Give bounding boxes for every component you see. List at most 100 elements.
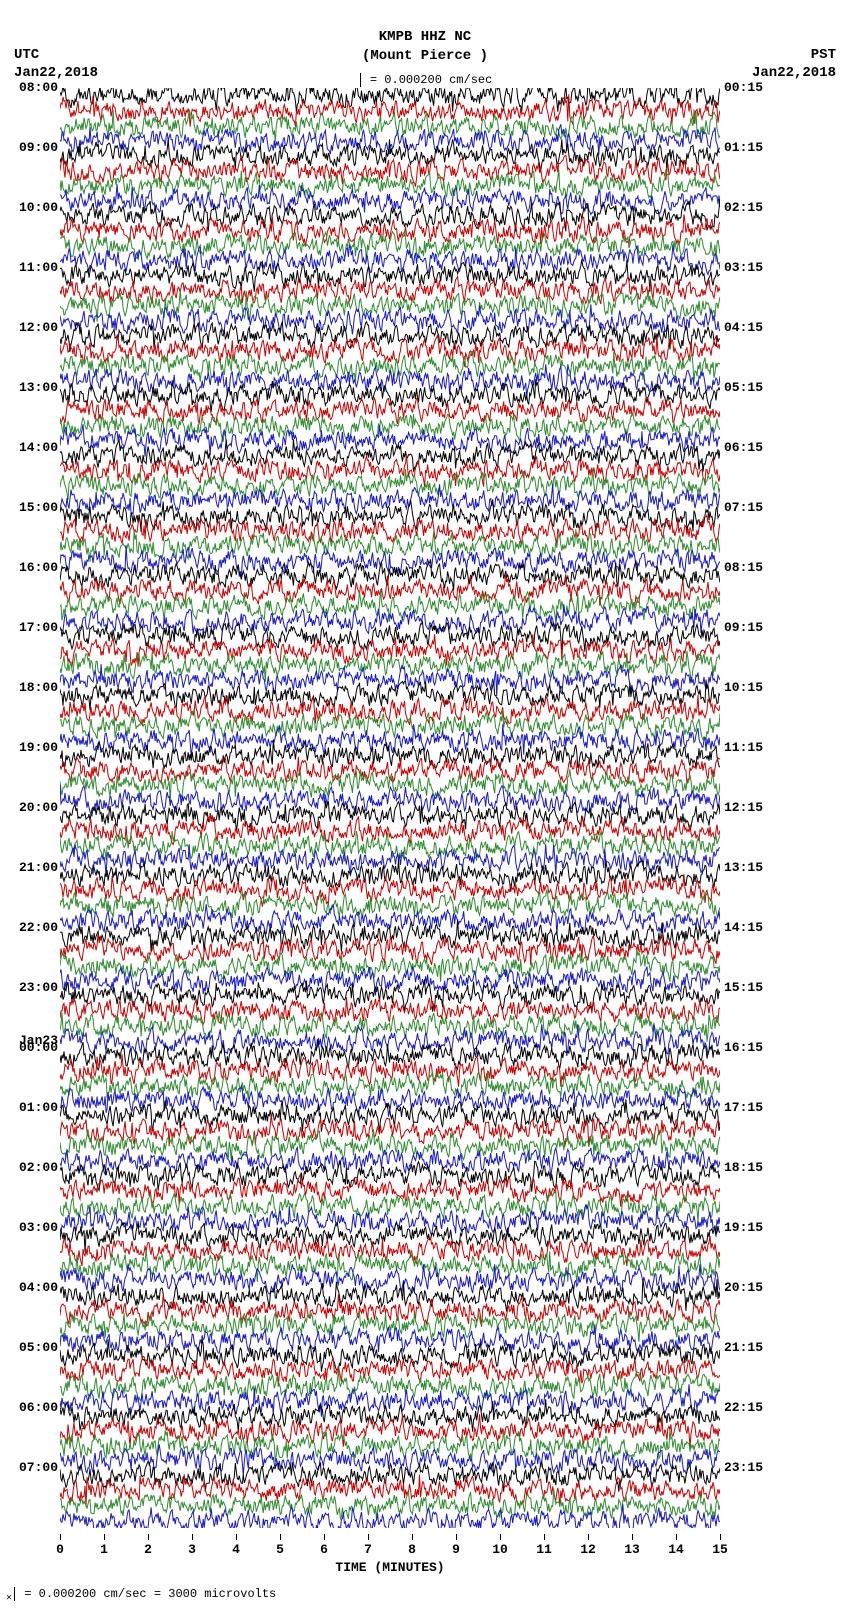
seismogram-page: KMPB HHZ NC (Mount Pierce ) = 0.000200 c…: [0, 0, 850, 1613]
pst-time-label: 15:15: [724, 981, 784, 995]
x-tick: [456, 1534, 457, 1540]
utc-hour-labels: 08:0009:0010:0011:0012:0013:0014:0015:00…: [0, 88, 58, 1528]
pst-time-label: 13:15: [724, 861, 784, 875]
x-tick-label: 6: [320, 1542, 328, 1557]
footer-scale: × = 0.000200 cm/sec = 3000 microvolts: [6, 1587, 276, 1605]
x-tick: [500, 1534, 501, 1540]
helicorder-svg: [60, 88, 720, 1528]
x-tick-label: 10: [492, 1542, 508, 1557]
utc-time-label: 14:00: [0, 441, 58, 455]
x-tick-label: 13: [624, 1542, 640, 1557]
pst-time-label: 04:15: [724, 321, 784, 335]
x-tick-label: 0: [56, 1542, 64, 1557]
pst-time-label: 02:15: [724, 201, 784, 215]
helicorder-plot: [60, 88, 720, 1528]
seismic-trace: [60, 304, 720, 334]
seismic-trace: [60, 1174, 720, 1206]
seismic-trace: [60, 680, 720, 710]
pst-time-label: 01:15: [724, 141, 784, 155]
pst-time-label: 18:15: [724, 1161, 784, 1175]
pst-time-label: 14:15: [724, 921, 784, 935]
x-tick-label: 5: [276, 1542, 284, 1557]
pst-time-label: 20:15: [724, 1281, 784, 1295]
x-tick: [192, 1534, 193, 1540]
utc-datetime: UTC Jan22,2018: [14, 46, 98, 82]
pst-tz: PST: [752, 46, 836, 64]
utc-time-label: 16:00: [0, 561, 58, 575]
pst-time-label: 21:15: [724, 1341, 784, 1355]
utc-tz: UTC: [14, 46, 98, 64]
utc-time-label: 02:00: [0, 1161, 58, 1175]
x-tick: [236, 1534, 237, 1540]
header: KMPB HHZ NC (Mount Pierce ) = 0.000200 c…: [0, 28, 850, 88]
seismic-trace: [60, 424, 720, 456]
x-tick: [324, 1534, 325, 1540]
utc-time-label: 23:00: [0, 981, 58, 995]
x-tick: [368, 1534, 369, 1540]
seismic-trace: [60, 997, 720, 1024]
x-tick: [676, 1534, 677, 1540]
x-tick: [412, 1534, 413, 1540]
x-tick-label: 3: [188, 1542, 196, 1557]
utc-time-label: 18:00: [0, 681, 58, 695]
seismic-trace: [60, 890, 720, 919]
seismic-trace: [60, 413, 720, 442]
x-tick: [280, 1534, 281, 1540]
x-tick: [148, 1534, 149, 1540]
x-tick-label: 4: [232, 1542, 240, 1557]
x-tick: [60, 1534, 61, 1540]
seismic-trace: [60, 769, 720, 801]
utc-time-label: 21:00: [0, 861, 58, 875]
utc-time-label: 06:00: [0, 1401, 58, 1415]
utc-time-label: 07:00: [0, 1461, 58, 1475]
x-tick-label: 7: [364, 1542, 372, 1557]
x-tick: [720, 1534, 721, 1540]
x-tick-label: 2: [144, 1542, 152, 1557]
utc-time-label: 19:00: [0, 741, 58, 755]
header-scale-text: = 0.000200 cm/sec: [363, 73, 493, 87]
x-tick-label: 14: [668, 1542, 684, 1557]
utc-time-label: 05:00: [0, 1341, 58, 1355]
footer-scale-text: = 0.000200 cm/sec = 3000 microvolts: [17, 1588, 276, 1602]
pst-time-label: 03:15: [724, 261, 784, 275]
seismic-trace: [60, 469, 720, 500]
pst-time-label: 11:15: [724, 741, 784, 755]
utc-time-label: 04:00: [0, 1281, 58, 1295]
utc-time-label: 03:00: [0, 1221, 58, 1235]
x-tick-label: 1: [100, 1542, 108, 1557]
seismic-trace: [60, 934, 720, 965]
seismic-trace: [60, 1161, 720, 1191]
pst-time-label: 12:15: [724, 801, 784, 815]
utc-time-label: 00:00: [0, 1041, 58, 1055]
x-tick: [632, 1534, 633, 1540]
x-tick-label: 8: [408, 1542, 416, 1557]
seismic-trace: [60, 1279, 720, 1311]
x-tick-label: 9: [452, 1542, 460, 1557]
pst-time-label: 08:15: [724, 561, 784, 575]
scale-bar-icon: [360, 73, 361, 87]
x-axis-title: TIME (MINUTES): [60, 1560, 720, 1575]
pst-time-label: 06:15: [724, 441, 784, 455]
x-tick: [588, 1534, 589, 1540]
seismic-trace: [60, 1444, 720, 1475]
pst-time-label: 00:15: [724, 81, 784, 95]
utc-time-label: 09:00: [0, 141, 58, 155]
x-tick: [104, 1534, 105, 1540]
pst-time-label: 19:15: [724, 1221, 784, 1235]
utc-time-label: 10:00: [0, 201, 58, 215]
utc-time-label: 17:00: [0, 621, 58, 635]
pst-time-label: 17:15: [724, 1101, 784, 1115]
pst-time-label: 10:15: [724, 681, 784, 695]
station-code: KMPB HHZ NC: [0, 28, 850, 47]
pst-time-label: 07:15: [724, 501, 784, 515]
pst-datetime: PST Jan22,2018: [752, 46, 836, 82]
seismic-trace: [60, 184, 720, 214]
utc-time-label: 20:00: [0, 801, 58, 815]
x-tick: [544, 1534, 545, 1540]
seismic-trace: [60, 574, 720, 605]
utc-time-label: 15:00: [0, 501, 58, 515]
x-tick-label: 15: [712, 1542, 728, 1557]
seismic-trace: [60, 967, 720, 996]
station-location: (Mount Pierce ): [0, 47, 850, 66]
utc-time-label: 22:00: [0, 921, 58, 935]
